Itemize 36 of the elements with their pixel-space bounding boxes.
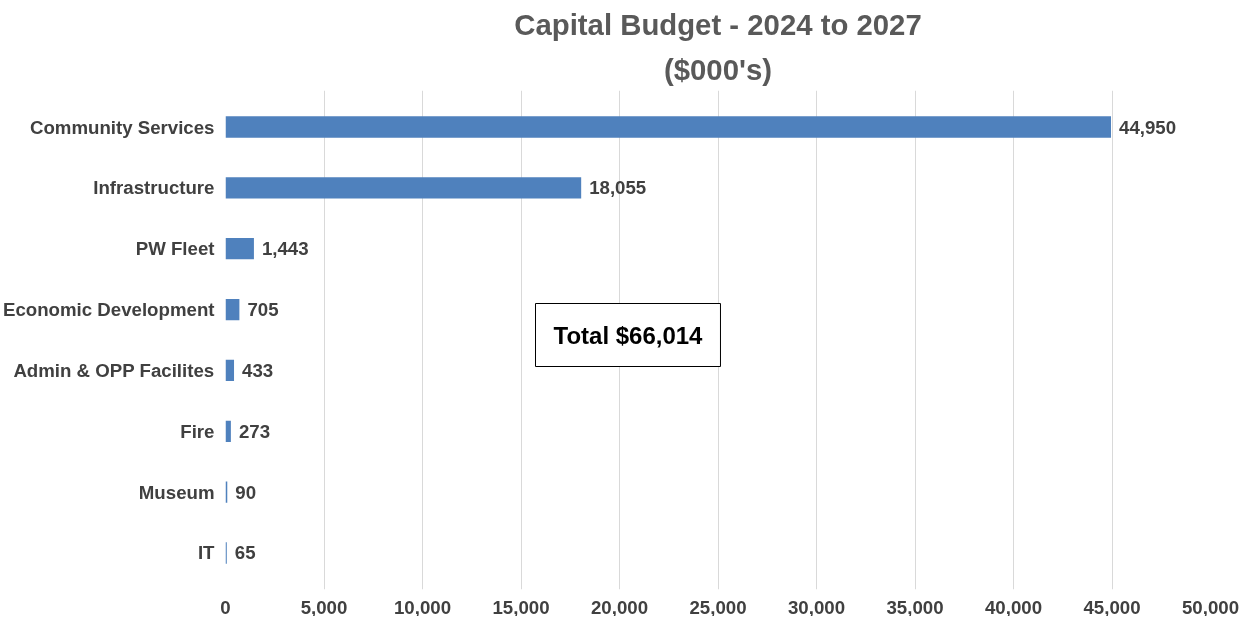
bar	[225, 238, 254, 260]
data-label: 433	[242, 359, 274, 381]
x-tick-label: 25,000	[689, 596, 747, 618]
x-tick-label: 30,000	[787, 596, 846, 618]
y-tick-label: Museum	[138, 481, 215, 503]
bar	[225, 116, 1112, 138]
x-tick-label: 35,000	[886, 596, 944, 618]
data-label: 273	[238, 420, 271, 442]
x-tick-label: 20,000	[590, 596, 649, 618]
annotation: Total $66,014	[553, 321, 704, 349]
y-tick-label: Admin & OPP Facilites	[13, 359, 215, 381]
y-tick-label: Economic Development	[3, 299, 215, 321]
data-label: 705	[247, 299, 279, 321]
bar	[225, 177, 582, 199]
y-tick-label: IT	[197, 542, 216, 564]
y-tick-label: Community Services	[29, 116, 215, 138]
data-label: 65	[234, 542, 256, 564]
y-tick-label: Fire	[180, 420, 215, 442]
chart-subtitle: ($000's)	[663, 52, 773, 86]
data-label: 1,443	[261, 238, 309, 260]
x-tick-label: 5,000	[300, 596, 348, 618]
chart-title: Capital Budget - 2024 to 2027	[514, 7, 922, 41]
data-label: 18,055	[589, 177, 647, 199]
x-tick-label: 15,000	[492, 596, 550, 618]
bar	[225, 420, 231, 442]
x-tick-label: 40,000	[984, 596, 1043, 618]
y-tick-label: PW Fleet	[135, 238, 215, 260]
bar	[225, 359, 235, 382]
bar	[225, 298, 240, 321]
x-tick-label: 10,000	[393, 596, 452, 618]
x-tick-label: 50,000	[1181, 596, 1240, 618]
x-tick-label: 45,000	[1083, 596, 1141, 618]
y-tick-label: Infrastructure	[93, 177, 215, 199]
data-label: 90	[235, 481, 257, 503]
x-tick-label: 0	[220, 596, 231, 618]
data-label: 44,950	[1119, 116, 1177, 138]
